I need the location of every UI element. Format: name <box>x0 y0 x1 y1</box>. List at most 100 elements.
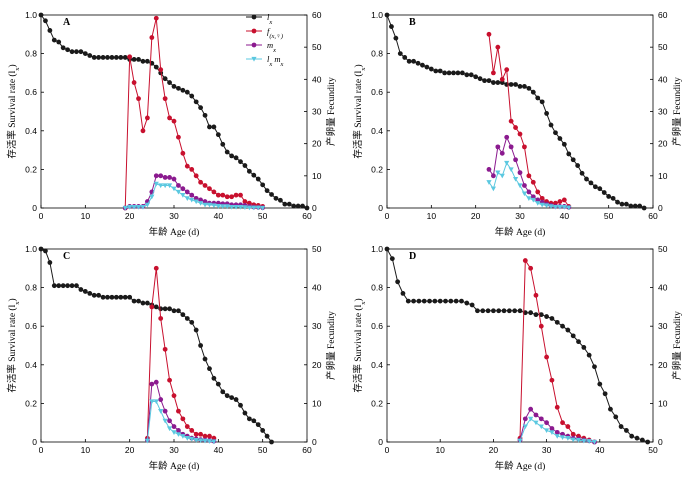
data-point-fx <box>517 131 523 137</box>
data-point-lx <box>405 298 411 304</box>
data-point-lx <box>286 201 292 207</box>
y-left-tick-label: 0 <box>32 437 37 447</box>
data-point-mx <box>184 189 190 195</box>
y-left-tick-label: 1.0 <box>371 10 383 20</box>
data-point-lx <box>38 246 44 252</box>
data-point-fx <box>229 194 235 200</box>
y-right-tick-label: 20 <box>658 360 668 370</box>
data-point-lx <box>60 45 66 51</box>
data-point-fx <box>158 316 164 321</box>
data-point-lx <box>389 24 394 29</box>
data-point-lx <box>193 99 199 105</box>
data-point-lx <box>69 283 75 289</box>
data-point-lx <box>565 327 571 333</box>
data-point-lx <box>246 416 252 422</box>
y-left-tick-label: 0.2 <box>371 398 383 408</box>
data-point-lxmx <box>211 439 217 445</box>
y-left-tick-label: 1.0 <box>25 244 37 254</box>
x-tick-label: 20 <box>489 445 499 455</box>
data-point-lx <box>557 136 563 141</box>
data-point-lx <box>136 56 141 62</box>
panel-letter: D <box>409 251 416 262</box>
data-point-lx <box>198 105 204 111</box>
data-point-lx <box>100 55 106 60</box>
data-point-lx <box>51 283 57 289</box>
data-point-mx <box>486 167 492 172</box>
data-point-mx <box>508 144 514 150</box>
data-point-mx <box>153 379 159 385</box>
data-point-lx <box>553 130 558 136</box>
data-point-lxmx <box>251 205 257 211</box>
data-point-lxmx <box>499 173 505 179</box>
x-tick-label: 60 <box>648 211 658 221</box>
data-point-mx <box>171 176 177 182</box>
y-left-axis-title: 存活率 Survival rate (lx) <box>6 298 21 392</box>
data-point-lx <box>233 397 239 402</box>
data-point-lx <box>634 435 640 441</box>
data-point-lx <box>184 316 190 321</box>
data-point-lxmx <box>180 434 186 439</box>
data-point-fx <box>198 179 204 185</box>
data-point-lx <box>535 95 541 101</box>
data-point-lxmx <box>189 197 195 203</box>
data-point-fx <box>538 323 544 329</box>
data-point-lxmx <box>526 196 532 201</box>
data-point-lx <box>512 308 518 314</box>
data-point-lxmx <box>184 196 190 201</box>
y-right-tick-label: 40 <box>312 74 322 84</box>
data-point-lxmx <box>255 205 261 211</box>
chart-panel-B: 0 10 20 30 40 50 6000.20.40.60.81.001020304050… <box>352 10 683 238</box>
data-point-lx <box>198 343 204 348</box>
data-point-lx <box>538 312 544 318</box>
data-point-fx <box>560 420 565 426</box>
x-tick-label: 50 <box>604 211 614 221</box>
data-point-lx <box>637 203 643 209</box>
series-lx <box>38 12 310 211</box>
y-left-tick-label: 0.6 <box>371 87 383 97</box>
data-point-lx <box>393 35 399 41</box>
y-left-tick-label: 0.4 <box>371 126 383 136</box>
data-point-fx <box>198 431 204 437</box>
data-point-fx <box>224 194 230 200</box>
x-tick-label: 60 <box>302 445 312 455</box>
data-point-lxmx <box>575 437 582 443</box>
x-tick-label: 50 <box>648 445 658 455</box>
data-point-lx <box>304 205 310 211</box>
series-line-lx <box>386 248 648 443</box>
data-point-lx <box>528 310 534 316</box>
data-point-lx <box>171 84 177 89</box>
data-point-lx <box>606 194 612 199</box>
data-point-lxmx <box>512 176 519 182</box>
series-fx <box>517 258 597 445</box>
data-point-lx <box>415 60 421 66</box>
data-point-lx <box>517 308 523 314</box>
data-point-lxmx <box>544 203 550 209</box>
series-line-lxmx <box>146 400 214 443</box>
y-right-tick-label: 60 <box>312 10 322 20</box>
data-point-lx <box>428 66 434 72</box>
y-left-tick-label: 0.6 <box>25 87 37 97</box>
data-point-mx <box>149 381 155 387</box>
data-point-lx <box>207 124 212 130</box>
data-point-lx <box>554 319 560 325</box>
data-point-lx <box>416 298 422 304</box>
data-point-lxmx <box>528 416 534 422</box>
data-point-lx <box>202 356 208 362</box>
data-point-lx <box>65 283 70 289</box>
data-point-fx <box>176 134 181 140</box>
x-tick-label: 10 <box>427 211 437 221</box>
data-point-lxmx <box>171 186 177 192</box>
data-point-fx <box>215 192 221 198</box>
data-point-fx <box>528 265 534 271</box>
legend-marker-mx <box>251 42 257 48</box>
data-point-fx <box>162 346 168 352</box>
data-point-lxmx <box>521 191 528 197</box>
data-point-lx <box>229 153 235 159</box>
panel-letter: C <box>63 251 70 262</box>
data-point-mx <box>153 173 159 179</box>
data-point-lx <box>397 51 403 56</box>
data-point-lx <box>189 319 195 325</box>
y-left-tick-label: 0.6 <box>371 321 383 331</box>
series-line-fx <box>124 18 263 209</box>
data-point-fx <box>242 199 248 204</box>
